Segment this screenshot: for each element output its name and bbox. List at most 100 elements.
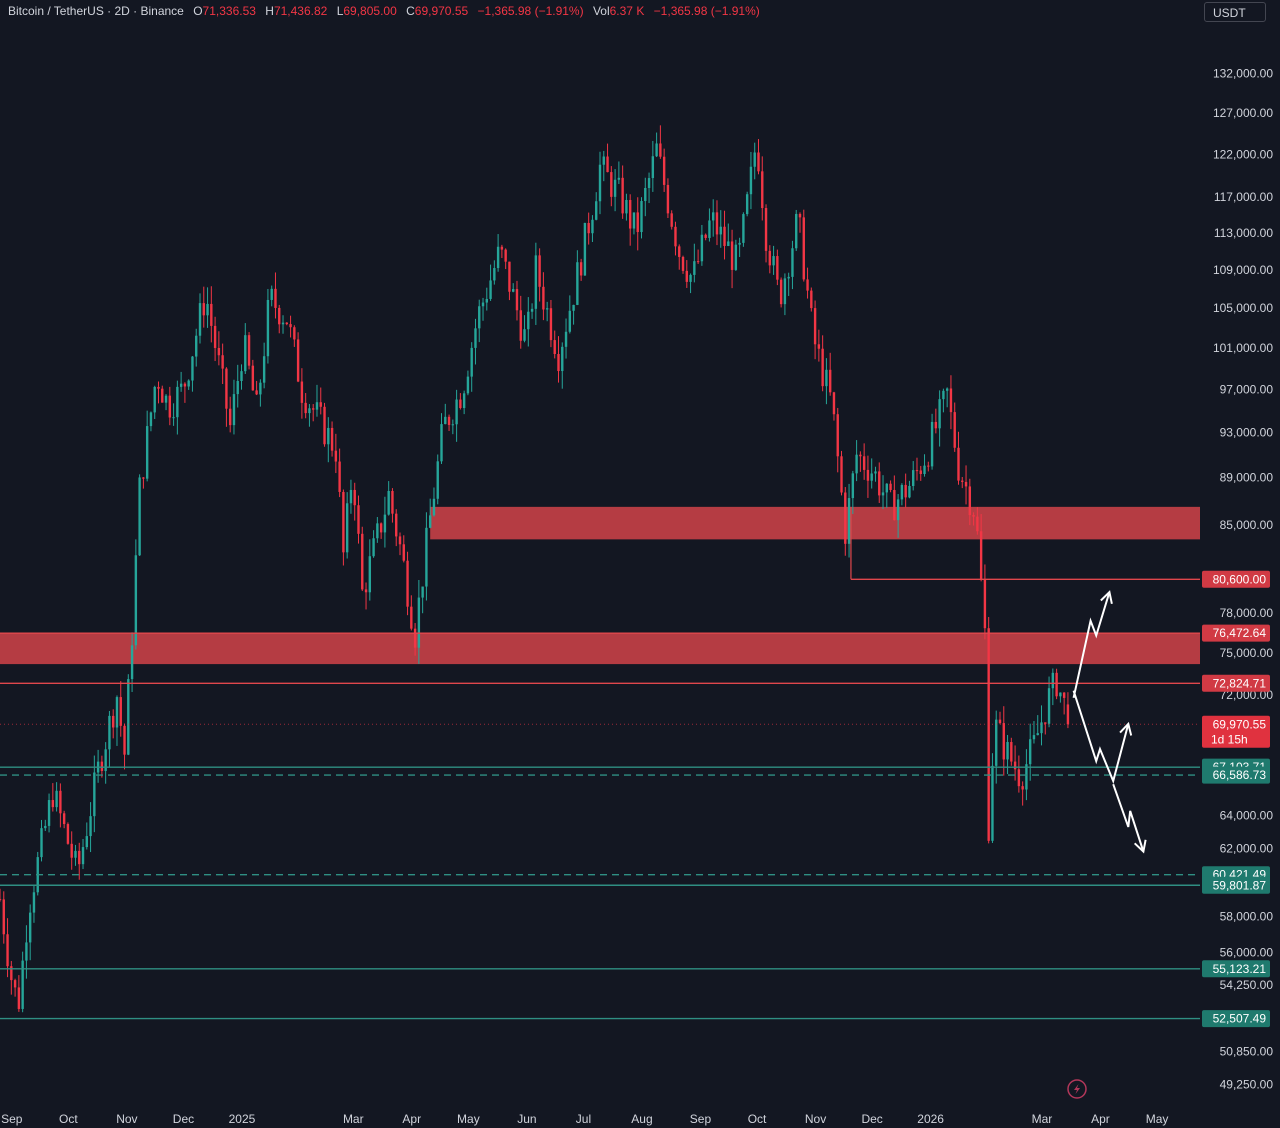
candle-body — [338, 461, 341, 492]
y-tick-label-0: 132,000.00 — [1213, 67, 1273, 81]
candle-body — [995, 719, 998, 766]
candle-body — [579, 262, 583, 276]
y-tick-label-16: 62,000.00 — [1220, 841, 1274, 855]
candle-body — [481, 302, 485, 307]
y-tick-label-21: 49,250.00 — [1220, 1077, 1274, 1091]
candle-body — [847, 498, 851, 544]
level-price-tag-7-bg — [1202, 960, 1270, 978]
candle-body — [25, 942, 28, 961]
symbol-title[interactable]: Bitcoin / TetherUS · 2D · Binance — [8, 4, 184, 18]
candle-body — [13, 980, 17, 988]
candle-body — [78, 850, 81, 865]
y-tick-label-7: 101,000.00 — [1213, 341, 1273, 355]
candle-body — [930, 421, 934, 467]
candle-body — [810, 290, 813, 309]
candle-body — [1025, 764, 1028, 790]
high-label: H — [265, 4, 274, 18]
candle-body — [568, 310, 572, 332]
candle-body — [1051, 672, 1055, 689]
candle-body — [991, 765, 994, 841]
x-tick-label-3: Dec — [173, 1112, 194, 1126]
price-axis[interactable]: 132,000.00 127,000.00 122,000.00 117,000.00… — [1202, 67, 1273, 1092]
candle-body — [59, 790, 62, 814]
candle-body — [149, 412, 153, 427]
currency-button[interactable]: USDT — [1204, 2, 1266, 22]
candle-body — [319, 402, 322, 407]
y-tick-label-2: 122,000.00 — [1213, 147, 1273, 161]
candle-body — [545, 308, 549, 310]
level-price-tag-1: 76,472.64 — [1213, 626, 1267, 640]
candle-body — [538, 255, 541, 287]
candle-body — [232, 394, 236, 426]
candle-body — [6, 934, 9, 967]
candle-body — [485, 298, 488, 303]
level-price-tag-6: 59,801.87 — [1213, 878, 1267, 892]
candle-body — [191, 356, 194, 381]
candle-body — [938, 399, 941, 429]
candle-body — [912, 470, 915, 486]
candle-body — [768, 250, 772, 266]
candle-body — [542, 286, 545, 310]
candle-body — [659, 143, 662, 157]
candle-body — [364, 589, 368, 593]
candle-body — [176, 386, 179, 418]
candle-body — [474, 328, 477, 348]
candle-body — [236, 381, 239, 395]
current-price-tag-countdown: 1d 15h — [1211, 732, 1248, 746]
candle-body — [700, 234, 704, 262]
x-tick-label-11: Sep — [690, 1112, 712, 1126]
candle-body — [862, 456, 866, 470]
time-axis[interactable]: Sep Oct Nov Dec 2025 Mar Apr May Jun Jul Aug Sep Oct… — [1, 1112, 1168, 1126]
candle-body — [708, 220, 711, 238]
candle-body — [753, 152, 756, 167]
candle-body — [866, 469, 870, 481]
candle-body — [825, 369, 828, 387]
candle-body — [802, 217, 805, 280]
candle-body — [323, 406, 326, 445]
y-tick-label-4: 113,000.00 — [1214, 226, 1273, 240]
projection-arrows — [1072, 590, 1147, 854]
candle-body — [738, 242, 741, 245]
candle-body — [145, 426, 149, 479]
candle-body — [89, 816, 92, 837]
candle-body — [553, 340, 556, 355]
candle-body — [957, 447, 960, 481]
candle-body — [674, 226, 677, 247]
candle-body — [730, 241, 734, 270]
candle-body — [62, 813, 66, 825]
candle-body — [632, 212, 636, 229]
projection-arrow-0 — [1072, 591, 1111, 699]
candle-body — [519, 310, 522, 341]
candle-body — [783, 278, 787, 305]
candle-body — [564, 331, 568, 347]
candle-body — [2, 899, 5, 935]
horizontal-levels — [0, 506, 1200, 1020]
candle-body — [327, 427, 330, 445]
candle-body — [315, 402, 319, 410]
y-tick-label-5: 109,000.00 — [1213, 263, 1273, 277]
candle-body — [651, 156, 655, 179]
candle-body — [670, 213, 673, 227]
y-tick-label-15: 64,000.00 — [1220, 809, 1274, 823]
candle-body — [281, 322, 285, 325]
candle-body — [576, 262, 579, 305]
candle-body — [470, 347, 473, 377]
y-tick-label-13: 75,000.00 — [1220, 646, 1274, 660]
candle-body — [598, 164, 602, 202]
candle-body — [85, 836, 88, 848]
candle-body — [896, 499, 900, 521]
candle-body — [70, 843, 73, 858]
y-tick-label-19: 54,250.00 — [1220, 978, 1274, 992]
volume-label: Vol — [592, 4, 610, 18]
candle-body — [187, 380, 190, 387]
candle-body — [621, 177, 624, 214]
candle-body — [915, 470, 919, 472]
candle-body — [512, 289, 515, 292]
candle-body — [104, 749, 107, 771]
lightning-icon[interactable] — [1067, 1079, 1087, 1099]
y-tick-label-8: 97,000.00 — [1220, 382, 1274, 396]
candle-body — [349, 489, 353, 504]
candle-body — [93, 772, 96, 817]
candle-body — [610, 172, 613, 197]
